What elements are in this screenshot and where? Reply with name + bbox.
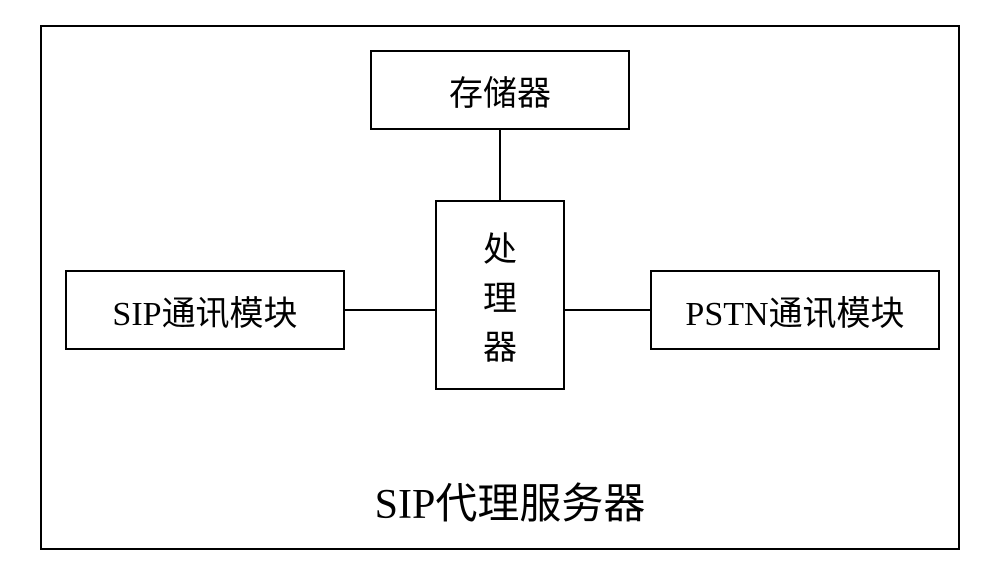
- processor-label: 处 理 器: [483, 222, 517, 369]
- diagram-canvas: 存储器 处 理 器 SIP通讯模块 PSTN通讯模块 SIP代理服务器: [0, 0, 1000, 575]
- memory-label: 存储器: [449, 66, 551, 115]
- diagram-title: SIP代理服务器: [330, 470, 690, 530]
- sip-module-label: SIP通讯模块: [112, 286, 297, 335]
- diagram-title-text: SIP代理服务器: [375, 482, 646, 528]
- pstn-module-box: PSTN通讯模块: [650, 270, 940, 350]
- connector-sip-processor: [345, 309, 435, 311]
- processor-box: 处 理 器: [435, 200, 565, 390]
- memory-box: 存储器: [370, 50, 630, 130]
- connector-processor-pstn: [565, 309, 650, 311]
- sip-module-box: SIP通讯模块: [65, 270, 345, 350]
- connector-memory-processor: [499, 130, 501, 200]
- pstn-module-label: PSTN通讯模块: [685, 286, 904, 335]
